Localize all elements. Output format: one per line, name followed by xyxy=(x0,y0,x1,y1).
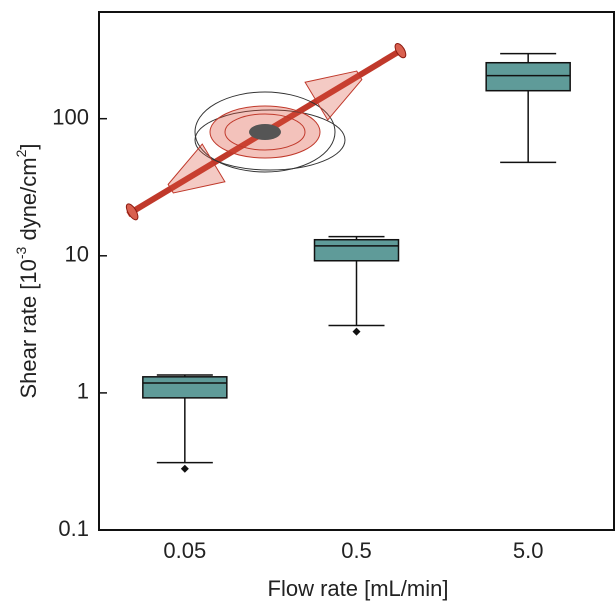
inset-core xyxy=(249,124,281,140)
inset-ring xyxy=(194,109,346,171)
inset-end xyxy=(394,42,407,59)
inset-end xyxy=(125,203,139,221)
box xyxy=(313,238,400,262)
inset-cone xyxy=(167,143,226,194)
y-tick-label: 100 xyxy=(52,105,89,130)
x-axis-label: Flow rate [mL/min] xyxy=(268,576,449,601)
y-axis-label-sup: 2 xyxy=(13,149,29,157)
inset-flow xyxy=(224,113,306,151)
outlier xyxy=(352,327,361,336)
y-axis-label-part: dyne/cm xyxy=(16,157,41,246)
y-tick-label: 1 xyxy=(77,379,89,404)
y-axis-label-part: ] xyxy=(16,143,41,149)
y-axis-label-sup: -3 xyxy=(13,246,29,259)
inset-illustration xyxy=(125,42,407,221)
y-axis-label: Shear rate [10-3 dyne/cm2] xyxy=(13,143,41,398)
outlier xyxy=(180,464,189,473)
x-tick-label: 5.0 xyxy=(513,538,544,563)
plot-frame xyxy=(98,11,615,531)
y-tick-label: 10 xyxy=(65,242,89,267)
y-tick-label: 0.1 xyxy=(58,516,89,541)
inset-cone xyxy=(304,70,363,121)
box xyxy=(485,61,571,92)
y-axis-label-part: Shear rate [10 xyxy=(16,259,41,398)
x-tick-label: 0.05 xyxy=(163,538,206,563)
box xyxy=(142,376,228,399)
x-tick-label: 0.5 xyxy=(341,538,372,563)
